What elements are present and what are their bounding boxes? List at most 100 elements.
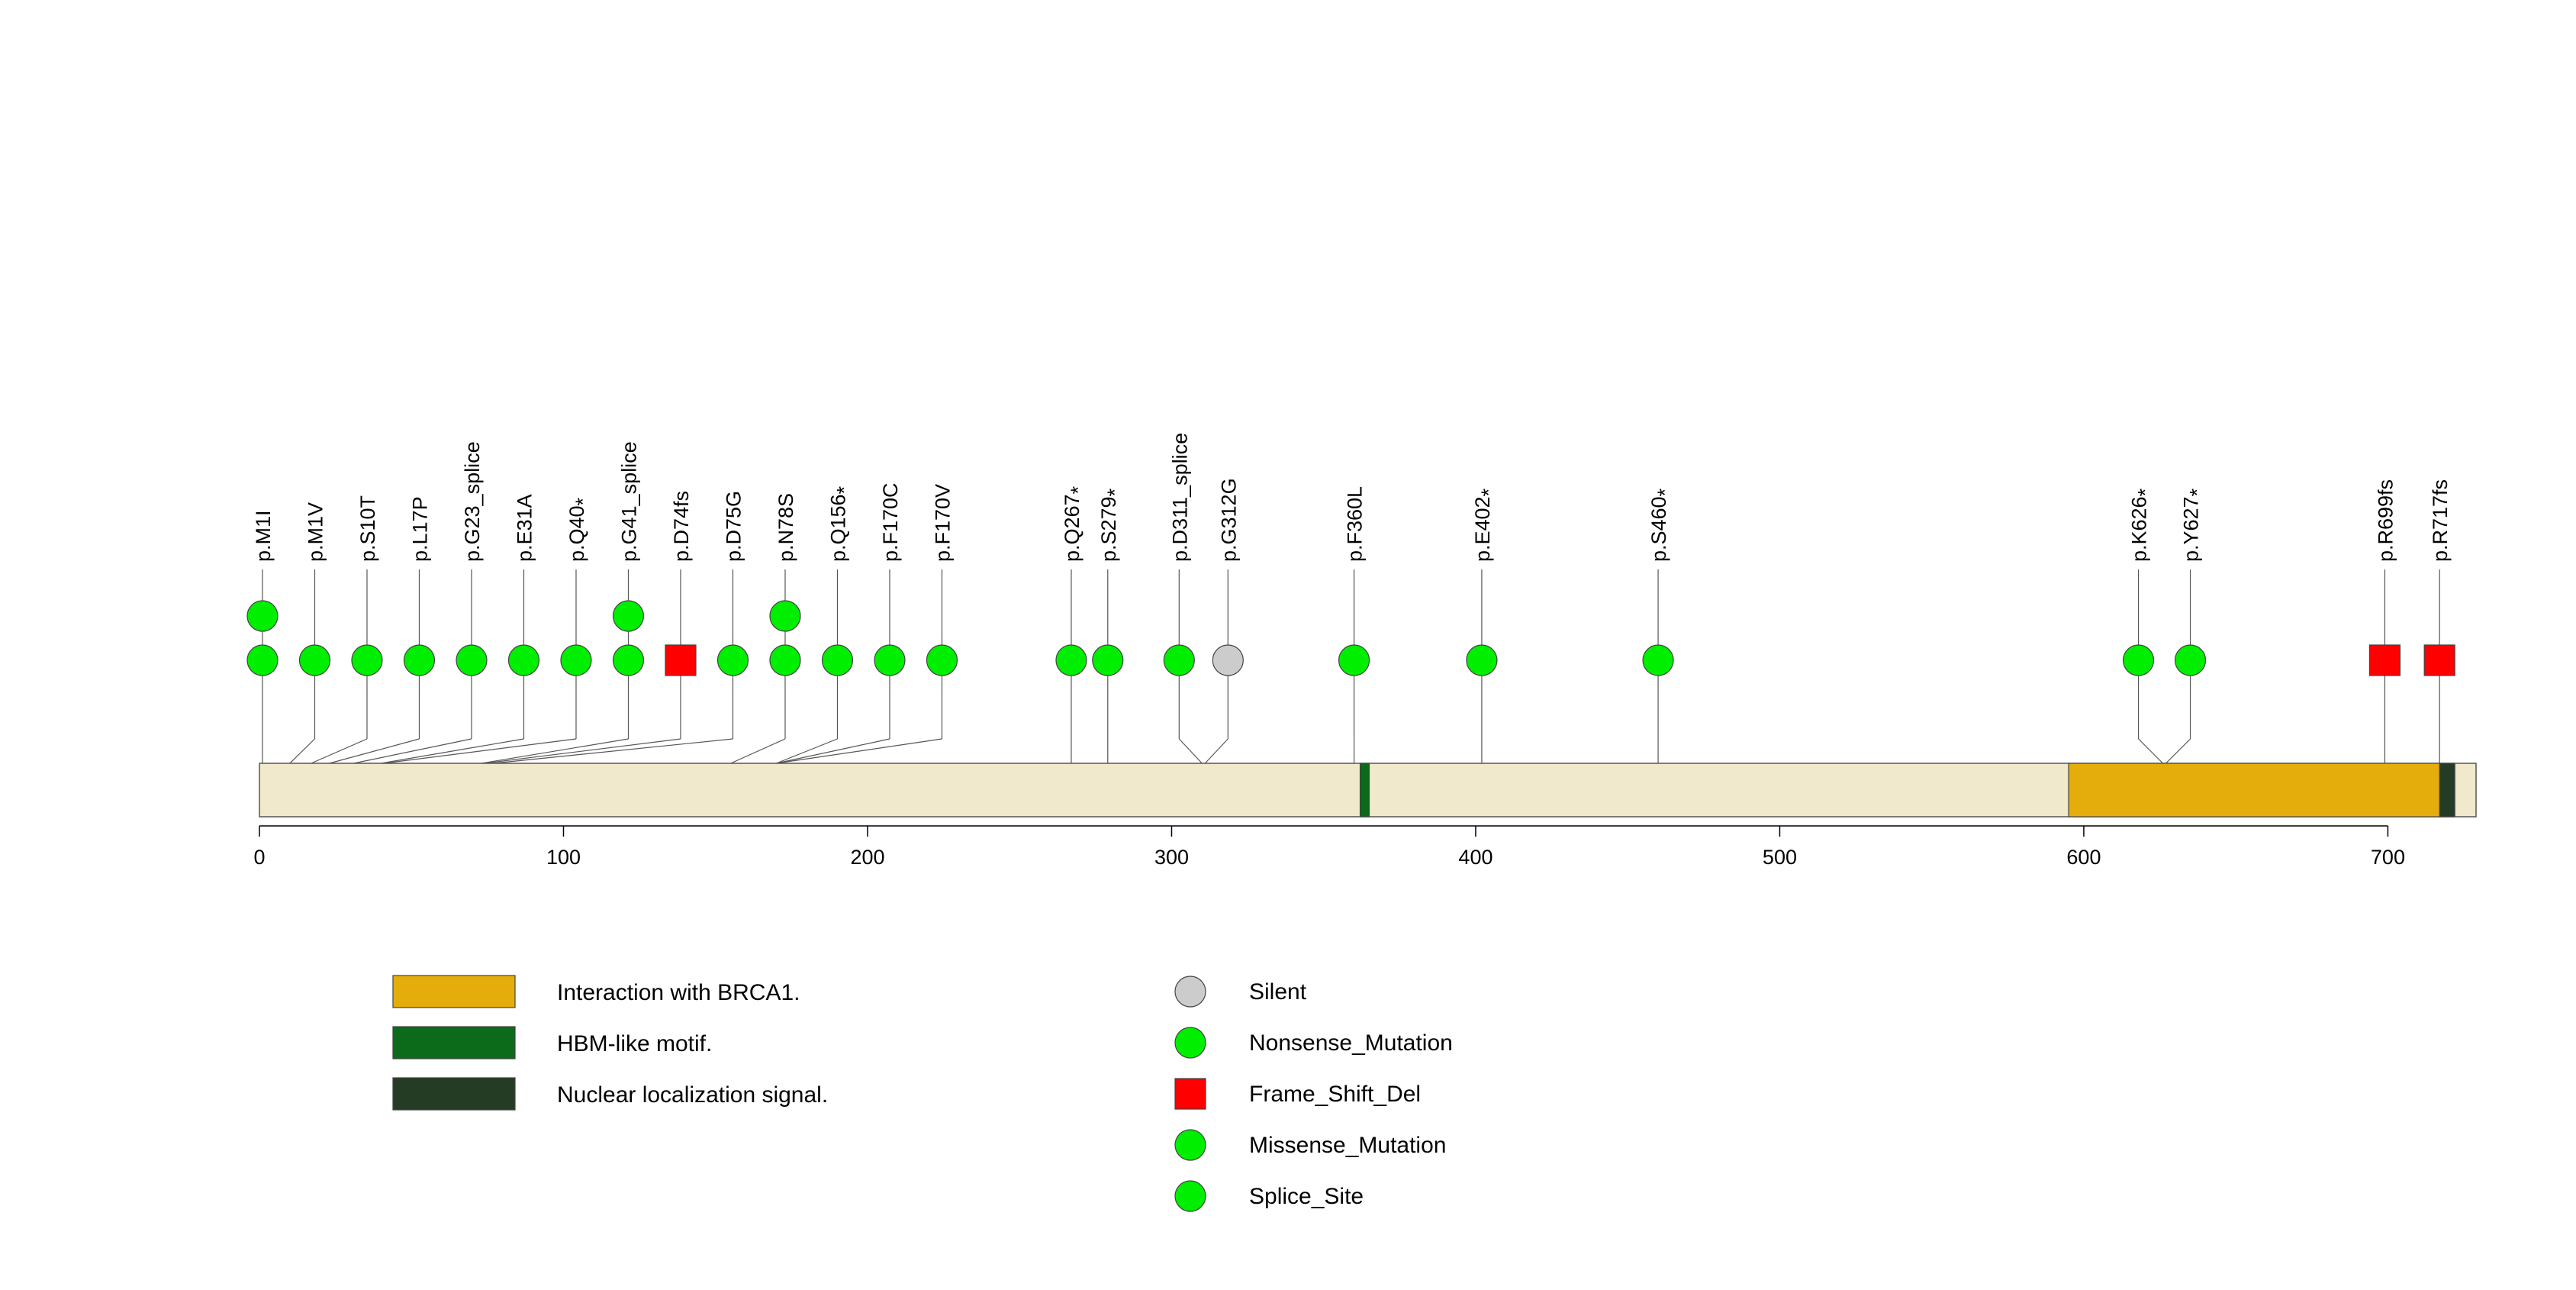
domain-nuclear-localization-signal (2439, 763, 2455, 818)
mutation-circle (246, 644, 279, 676)
legend-domain-swatch (392, 1026, 516, 1059)
legend-circle-swatch (1174, 976, 1206, 1008)
mutation-label: p.M1V (304, 502, 327, 562)
mutation-circle (769, 644, 801, 676)
nonsense-star: * (1103, 488, 1126, 496)
mutation-circle (926, 644, 958, 676)
mutation-label: p.F170C (879, 482, 902, 562)
connector-diagonal (776, 738, 890, 764)
mutation-label: p.D311_splice (1168, 433, 1191, 562)
connector-diagonal (481, 738, 629, 764)
legend-domain-label: Interaction with BRCA1. (557, 980, 800, 1005)
connector-diagonal (329, 738, 420, 764)
mutation-circle (1338, 644, 1370, 676)
mutation-circle (1642, 644, 1674, 676)
mutation-label: p.N78S (774, 493, 797, 562)
legend-circle-swatch (1174, 1180, 1206, 1212)
legend-square-swatch (1174, 1078, 1206, 1110)
domain-group (1359, 763, 2455, 818)
mutation-circle (1163, 644, 1195, 676)
mutation-circle (769, 600, 801, 632)
x-tick-label: 300 (1154, 846, 1189, 869)
mutation-circle (1092, 644, 1124, 676)
legend-type-label: Silent (1249, 979, 1307, 1005)
connector-diagonal (1204, 738, 1228, 764)
nonsense-star: * (572, 497, 594, 505)
mutation-circle (1055, 644, 1087, 676)
mutation-circle (560, 644, 592, 676)
mutation-label: p.D75G (722, 491, 745, 562)
mutation-circle (456, 644, 488, 676)
mutation-label: p.G312G (1217, 478, 1240, 562)
legend-type-label: Frame_Shift_Del (1249, 1082, 1421, 1107)
x-tick-label: 400 (1458, 846, 1492, 869)
nonsense-star: * (2134, 488, 2157, 496)
x-tick-label: 100 (546, 846, 581, 869)
nonsense-star: * (832, 485, 855, 494)
domain-interaction-with-brca1 (2068, 763, 2455, 818)
nonsense-star: * (1067, 485, 1090, 494)
connector-diagonal (1178, 738, 1203, 764)
legend-domain-swatch (392, 975, 516, 1008)
x-tick-label: 700 (2371, 846, 2405, 869)
mutation-label: p.F360L (1344, 486, 1367, 562)
mutation-label: p.S10T (356, 495, 379, 562)
x-tick-label: 500 (1763, 846, 1797, 869)
x-tick-label: 600 (2066, 846, 2101, 869)
connector-diagonal (493, 738, 733, 764)
mutation-circle (716, 644, 749, 676)
mutation-circle (507, 644, 540, 676)
mutation-label: p.R699fs (2374, 479, 2397, 562)
mutation-markers (246, 600, 2455, 676)
mutation-circle (2122, 644, 2155, 676)
frameshift-square (665, 644, 697, 676)
connector-diagonal (353, 738, 472, 764)
x-axis: 0 100 200 300 400 500 600 700 (253, 825, 2405, 869)
frameshift-square (2423, 644, 2455, 676)
mutation-circle (612, 600, 645, 632)
mutation-label: p.E31A (513, 494, 536, 562)
silent-circle (1212, 644, 1244, 676)
legend-domain-swatch (392, 1077, 516, 1111)
nonsense-star: * (1477, 488, 1500, 496)
connector-diagonal (381, 738, 524, 764)
mutation-label: p.G23_splice (461, 441, 484, 562)
legend: Interaction with BRCA1. HBM-like motif. Nu… (392, 975, 1453, 1212)
connector-diagonal (311, 738, 368, 764)
x-tick-label: 0 (253, 846, 265, 869)
mutation-labels: p.M1I p.M1V p.S10T p.L17P p.G23_splice p.E31A… (252, 433, 2452, 562)
frameshift-square (2368, 644, 2401, 676)
connector-diagonal (384, 738, 577, 764)
mutation-circle (298, 644, 331, 676)
mutation-label: p.D74fs (670, 491, 693, 562)
nonsense-star: * (2186, 488, 2209, 496)
mutation-circle (2174, 644, 2207, 676)
legend-type-label: Missense_Mutation (1249, 1133, 1446, 1158)
legend-circle-swatch (1174, 1027, 1206, 1059)
mutation-circle (874, 644, 906, 676)
mutation-circle (351, 644, 383, 676)
connector-diagonal (2138, 738, 2163, 764)
connector-diagonal (484, 738, 681, 764)
legend-domain-label: Nuclear localization signal. (557, 1082, 828, 1108)
mutation-label: p.M1I (252, 510, 275, 562)
x-tick-label: 200 (850, 846, 884, 869)
connector-diagonal (776, 738, 942, 764)
mutation-label: p.L17P (408, 496, 431, 562)
legend-domain-label: HBM-like motif. (557, 1031, 712, 1056)
connector-diagonal (730, 738, 786, 764)
mutation-circle (246, 600, 279, 632)
legend-circle-swatch (1174, 1129, 1206, 1161)
mutation-circle (403, 644, 436, 676)
legend-type-label: Nonsense_Mutation (1249, 1030, 1453, 1056)
mutation-label: p.R717fs (2429, 479, 2452, 562)
mutation-circle (612, 644, 645, 676)
legend-type-label: Splice_Site (1249, 1184, 1364, 1209)
mutation-circle (821, 644, 854, 676)
mutation-circle (1466, 644, 1498, 676)
connector-diagonal (2165, 738, 2191, 764)
nonsense-star: * (1653, 488, 1676, 496)
domain-hbm-like-motif (1359, 763, 1370, 818)
